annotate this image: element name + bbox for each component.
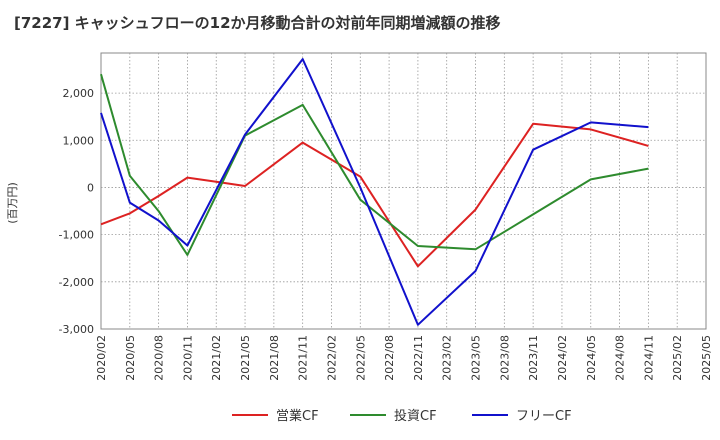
chart-title: [7227] キャッシュフローの12か月移動合計の対前年同期増減額の推移 — [14, 14, 501, 32]
x-tick-label: 2024/05 — [585, 335, 598, 381]
x-tick-label: 2023/11 — [527, 335, 540, 381]
x-tick-label: 2020/02 — [95, 335, 108, 381]
y-tick-label: 1,000 — [63, 134, 95, 147]
x-tick-label: 2023/08 — [498, 335, 511, 381]
y-tick-label: -2,000 — [59, 276, 94, 289]
plot-area — [100, 52, 707, 330]
y-tick-label: -3,000 — [59, 323, 94, 336]
x-tick-label: 2020/08 — [153, 335, 166, 381]
x-tick-label: 2024/08 — [614, 335, 627, 381]
x-tick-label: 2024/11 — [642, 335, 655, 381]
grid-lines — [101, 53, 706, 329]
legend-label: 営業CF — [276, 408, 319, 424]
legend-label: 投資CF — [394, 408, 437, 424]
x-tick-label: 2023/02 — [441, 335, 454, 381]
y-tick-label: 2,000 — [63, 87, 95, 100]
x-tick-label: 2022/08 — [383, 335, 396, 381]
x-tick-label: 2025/02 — [671, 335, 684, 381]
x-axis-ticks: 2020/02 2020/05 2020/08 2020/11 2021/02 2021/… — [95, 335, 713, 381]
series-line — [100, 73, 649, 256]
x-tick-label: 2021/11 — [297, 335, 310, 381]
x-tick-label: 2021/08 — [268, 335, 281, 381]
y-tick-label: -1,000 — [59, 229, 94, 242]
x-tick-label: 2020/05 — [124, 335, 137, 381]
legend: 営業CF 投資CF フリーCF — [232, 408, 572, 424]
y-axis-label: (百万円) — [6, 182, 19, 224]
x-tick-label: 2025/05 — [700, 335, 713, 381]
y-axis-ticks: -3,000 -2,000 -1,000 0 1,000 2,000 — [59, 87, 94, 336]
y-tick-label: 0 — [87, 181, 94, 194]
x-tick-label: 2020/11 — [181, 335, 194, 381]
x-tick-label: 2022/11 — [412, 335, 425, 381]
series-line — [100, 122, 649, 268]
legend-label: フリーCF — [516, 409, 572, 424]
x-tick-label: 2022/02 — [325, 335, 338, 381]
x-tick-label: 2021/05 — [239, 335, 252, 381]
series-line — [100, 58, 649, 326]
x-tick-label: 2023/05 — [470, 335, 483, 381]
x-tick-label: 2024/02 — [556, 335, 569, 381]
x-tick-label: 2022/05 — [354, 335, 367, 381]
series-lines — [100, 58, 649, 326]
x-tick-label: 2021/02 — [210, 335, 223, 381]
